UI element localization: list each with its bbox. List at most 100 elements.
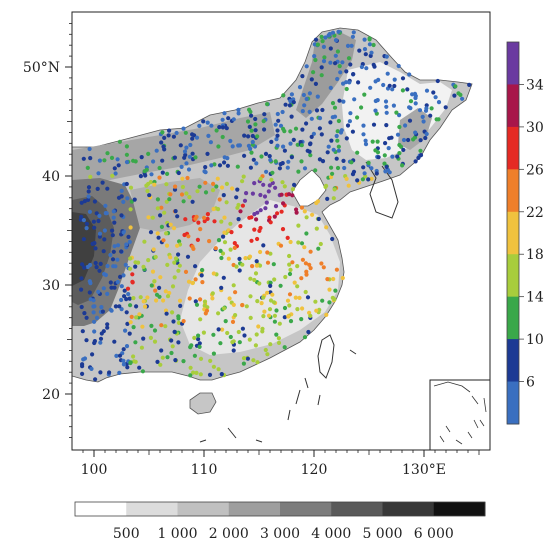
station-point <box>115 257 120 262</box>
station-point <box>424 88 430 93</box>
station-point <box>277 321 282 326</box>
station-point <box>341 158 346 163</box>
station-point <box>191 370 196 375</box>
station-point <box>119 284 124 289</box>
station-point <box>128 225 133 230</box>
station-point <box>159 323 164 328</box>
station-point <box>406 137 411 143</box>
station-point <box>172 329 177 334</box>
station-point <box>263 151 269 156</box>
station-point <box>306 329 311 335</box>
station-point <box>87 290 92 295</box>
station-point <box>397 124 402 130</box>
station-point <box>229 230 234 235</box>
station-point <box>216 238 222 243</box>
station-point <box>150 215 155 220</box>
station-point <box>247 337 252 342</box>
station-point <box>269 139 274 144</box>
station-point <box>248 165 253 170</box>
station-point <box>330 236 335 242</box>
station-point <box>145 188 150 194</box>
color-bar-label: 18 <box>526 247 544 263</box>
station-point <box>258 176 263 181</box>
station-point <box>197 123 202 128</box>
station-point <box>327 300 332 305</box>
station-point <box>155 359 160 364</box>
station-point <box>396 63 401 69</box>
station-point <box>282 305 288 311</box>
station-point <box>436 100 442 105</box>
station-point <box>237 340 242 345</box>
station-point <box>231 283 236 288</box>
station-point <box>279 209 284 214</box>
station-point <box>293 126 299 131</box>
station-point <box>249 128 254 133</box>
station-point <box>296 169 301 174</box>
station-point <box>113 264 118 269</box>
station-point <box>367 37 372 42</box>
station-point <box>197 341 202 346</box>
station-point <box>383 141 388 146</box>
station-point <box>431 90 436 95</box>
station-point <box>458 92 463 97</box>
station-point <box>424 131 429 137</box>
station-point <box>124 152 129 157</box>
station-point <box>308 142 313 147</box>
station-point <box>216 144 221 149</box>
station-point <box>315 94 320 99</box>
station-point <box>202 219 207 224</box>
station-point <box>413 93 418 99</box>
station-point <box>121 230 126 235</box>
station-point <box>107 370 112 375</box>
color-bar-label: 10 <box>526 332 544 348</box>
station-point <box>344 176 349 181</box>
station-point <box>105 186 110 191</box>
station-point <box>262 112 267 117</box>
station-point <box>139 345 144 350</box>
taiwan-island <box>317 334 335 379</box>
station-point <box>290 193 295 198</box>
station-point <box>245 356 250 361</box>
station-point <box>321 59 327 64</box>
station-point <box>333 61 338 66</box>
station-point <box>225 156 230 161</box>
station-point <box>257 281 262 286</box>
station-point <box>268 280 273 285</box>
station-point <box>226 256 231 261</box>
station-point <box>214 128 219 133</box>
station-point <box>137 312 142 317</box>
station-point <box>207 372 213 377</box>
station-point <box>259 154 264 159</box>
station-point <box>79 304 84 310</box>
station-point <box>119 307 124 312</box>
station-point <box>240 262 245 267</box>
station-point <box>189 343 194 348</box>
station-point <box>321 44 326 50</box>
station-point <box>244 191 249 196</box>
station-point <box>190 280 195 286</box>
station-point <box>128 207 133 212</box>
station-point <box>235 164 240 169</box>
station-point <box>300 127 305 132</box>
station-point <box>403 123 408 128</box>
station-point <box>349 160 354 165</box>
station-point <box>181 126 186 131</box>
station-point <box>79 200 84 205</box>
elevation-bar: 500 1 000 2 000 3 000 4 000 5 000 6 000 <box>74 501 486 542</box>
station-point <box>296 240 301 245</box>
station-point <box>245 119 251 124</box>
station-point <box>256 324 261 329</box>
station-point <box>327 287 332 292</box>
station-point <box>313 37 319 42</box>
station-point <box>283 274 288 280</box>
station-point <box>332 187 337 192</box>
station-point <box>186 167 192 172</box>
station-point <box>216 327 221 332</box>
station-point <box>368 85 373 90</box>
station-point <box>342 165 347 171</box>
station-point <box>202 299 208 304</box>
station-point <box>159 205 164 210</box>
station-point <box>204 308 210 313</box>
station-point <box>119 188 124 193</box>
station-point <box>181 199 186 204</box>
